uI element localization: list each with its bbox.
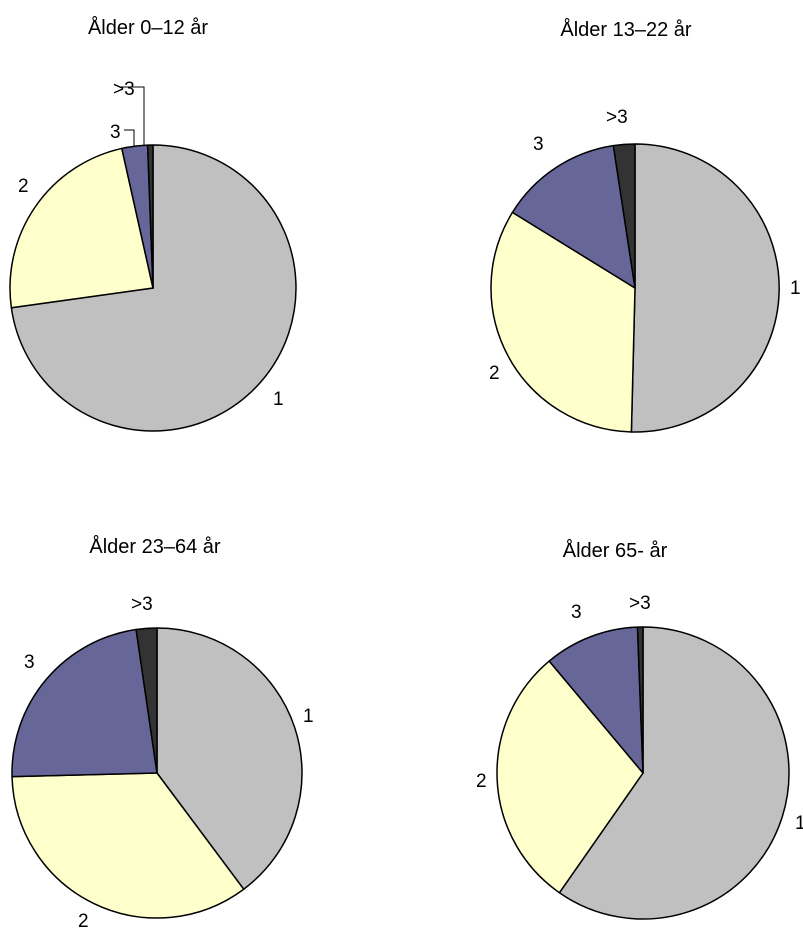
leader-line-gt3 (121, 86, 145, 146)
chart-title: Ålder 13–22 år (560, 18, 692, 41)
pie-slices (490, 143, 780, 433)
slice-label-2: 2 (489, 363, 500, 384)
pie-slice-gt3 (146, 144, 154, 289)
slice-label-1: 1 (273, 389, 284, 410)
pie-slice-2 (496, 660, 644, 894)
chart-title: Ålder 0–12 år (88, 16, 208, 39)
chart-title: Ålder 23–64 år (89, 535, 221, 558)
pie-chart-23-64: Ålder 23–64 år >3 3 2 1 (11, 535, 314, 932)
slice-label-gt3: >3 (606, 107, 628, 128)
pie-slice-1 (630, 143, 780, 433)
pie-slice-1 (156, 627, 303, 890)
slice-label-gt3: >3 (629, 593, 651, 614)
pie-slice-2 (490, 211, 636, 433)
pie-slice-3 (511, 144, 636, 289)
slice-label-3: 3 (110, 122, 121, 143)
pie-chart-65: Ålder 65- år >3 3 2 1 (476, 539, 803, 920)
pie-slices (11, 627, 303, 919)
slice-label-3: 3 (24, 652, 35, 673)
pie-slice-gt3 (612, 143, 636, 289)
slice-label-1: 1 (303, 706, 314, 727)
slice-label-3: 3 (533, 134, 544, 155)
slice-label-2: 2 (476, 771, 487, 792)
pie-slices (496, 626, 790, 920)
pie-slices (9, 144, 297, 432)
slice-label-gt3: >3 (113, 79, 135, 100)
slice-label-1: 1 (790, 278, 801, 299)
pie-slice-gt3 (135, 627, 158, 774)
slice-label-2: 2 (18, 176, 29, 197)
pie-slice-2 (11, 772, 245, 919)
slice-label-2: 2 (78, 911, 89, 932)
leader-line-3 (124, 129, 135, 147)
pie-slice-3 (548, 626, 644, 774)
slice-label-gt3: >3 (131, 594, 153, 615)
chart-title: Ålder 65- år (563, 539, 668, 562)
pie-slice-3 (11, 628, 158, 778)
pie-chart-13-22: Ålder 13–22 år >3 3 2 1 (489, 18, 801, 433)
slice-label-3: 3 (571, 602, 582, 623)
slice-label-1: 1 (795, 813, 803, 834)
pie-slice-1 (558, 626, 790, 920)
pie-chart-0-12: Ålder 0–12 år >3 3 2 1 (9, 16, 297, 432)
pie-slice-gt3 (636, 626, 644, 774)
pie-slice-2 (9, 147, 154, 309)
